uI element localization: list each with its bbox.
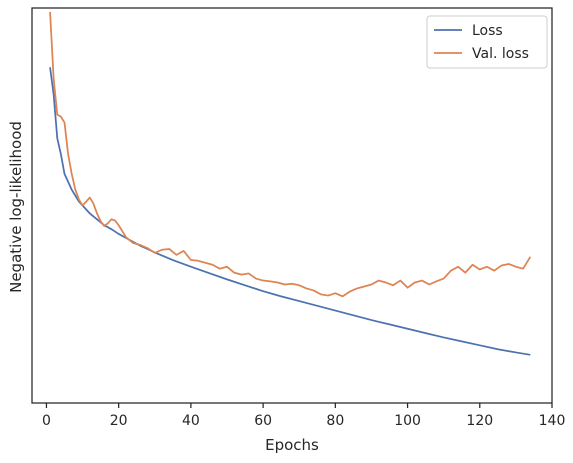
x-tick-label: 40 — [182, 413, 200, 429]
x-tick-label: 20 — [110, 413, 128, 429]
x-tick-label: 120 — [466, 413, 493, 429]
plot-area — [32, 8, 552, 403]
legend-box — [426, 15, 548, 69]
x-tick-label: 80 — [326, 413, 344, 429]
x-tick-label: 140 — [539, 413, 566, 429]
series-layer — [49, 11, 532, 356]
plot-background — [32, 8, 552, 403]
legend: Loss Val. loss — [426, 15, 548, 69]
val-loss-series-line — [49, 11, 532, 298]
loss-series-line — [49, 67, 531, 356]
plot-frame — [31, 7, 553, 404]
legend-label-loss: Loss — [472, 23, 503, 39]
x-tick-label: 0 — [42, 413, 51, 429]
x-axis: 0 20 40 60 80 100 120 140 — [42, 403, 565, 429]
y-axis-label: Negative log-likelihood — [7, 121, 25, 293]
x-axis-label: Epochs — [265, 436, 319, 454]
legend-label-val-loss: Val. loss — [472, 46, 529, 62]
x-tick-label: 100 — [394, 413, 421, 429]
x-tick-label: 60 — [254, 413, 272, 429]
